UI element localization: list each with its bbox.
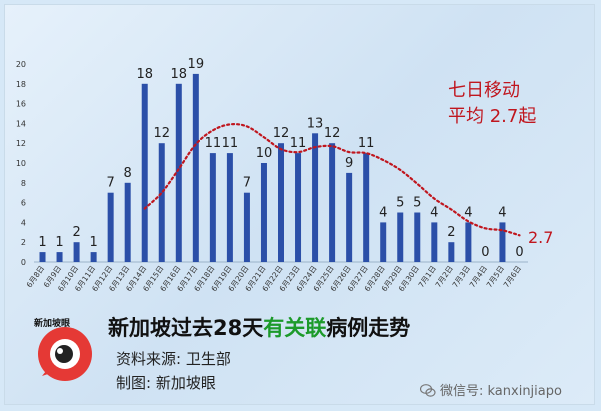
bar-value-label: 12	[324, 126, 341, 141]
bar-value-label: 10	[256, 146, 273, 161]
bar	[226, 153, 233, 262]
logo-text: 新加坡眼	[34, 319, 71, 329]
chart-title: 新加坡过去28天有关联病例走势	[108, 316, 411, 340]
source-note: 资料来源: 卫生部	[116, 350, 231, 368]
wechat-watermark: 微信号: kanxinjiapo	[420, 380, 562, 399]
bar-value-label: 11	[205, 136, 222, 151]
bar	[312, 133, 319, 262]
bar	[295, 153, 302, 262]
bar-value-label: 5	[396, 196, 404, 211]
bar	[260, 163, 267, 262]
y-tick-label: 16	[16, 100, 26, 109]
wechat-icon	[420, 384, 436, 397]
moving-average-line	[143, 123, 521, 237]
bar-value-label: 8	[124, 166, 132, 181]
bar-value-label: 11	[222, 136, 239, 151]
bar-value-label: 4	[379, 205, 387, 220]
bar-value-label: 1	[38, 235, 46, 250]
bar-value-label: 18	[136, 67, 153, 82]
y-tick-label: 2	[21, 238, 26, 247]
y-tick-label: 10	[16, 159, 26, 168]
y-tick-label: 8	[21, 179, 26, 188]
bar	[158, 143, 165, 262]
bar-value-label: 12	[273, 126, 290, 141]
bar-value-label: 7	[107, 176, 115, 191]
bar	[448, 242, 455, 262]
bar	[465, 222, 472, 262]
bar-value-label: 7	[243, 176, 251, 191]
bar-value-label: 11	[358, 136, 375, 151]
bar	[499, 222, 506, 262]
made-by-note: 制图: 新加坡眼	[116, 374, 216, 392]
bar-value-label: 1	[55, 235, 63, 250]
bar	[175, 83, 182, 262]
y-tick-label: 0	[21, 258, 26, 267]
y-tick-label: 18	[16, 80, 26, 89]
bar	[39, 252, 46, 262]
y-tick-label: 14	[16, 119, 26, 128]
bar-value-label: 0	[481, 245, 489, 260]
logo-icon	[38, 327, 92, 381]
bar-value-label: 4	[498, 205, 506, 220]
bar-value-label: 1	[89, 235, 97, 250]
y-tick-label: 6	[21, 199, 26, 208]
bar	[107, 192, 114, 262]
bar	[329, 143, 336, 262]
moving-average-annotation-line1: 七日移动	[448, 80, 520, 101]
bar	[380, 222, 387, 262]
bar	[431, 222, 438, 262]
bar-value-label: 5	[413, 196, 421, 211]
bar-value-label: 4	[430, 205, 438, 220]
bar	[243, 192, 250, 262]
bar-value-label: 18	[171, 67, 188, 82]
bar	[192, 73, 199, 263]
bar-value-label: 2	[72, 225, 80, 240]
bar	[278, 143, 284, 262]
y-tick-label: 12	[16, 139, 26, 148]
bar	[209, 153, 216, 262]
bar	[346, 172, 353, 262]
bar	[73, 242, 80, 262]
bar	[414, 212, 421, 262]
bar	[124, 182, 131, 262]
moving-average-annotation-line2: 平均 2.7起	[448, 106, 537, 127]
y-tick-label: 20	[16, 60, 26, 69]
bar-value-label: 0	[515, 245, 523, 260]
y-tick-label: 4	[21, 218, 26, 227]
bar	[90, 252, 97, 262]
bar-value-label: 9	[345, 156, 353, 171]
bar-value-label: 19	[188, 57, 205, 72]
x-tick-label: 7月6日	[502, 264, 523, 289]
bar-value-label: 2	[447, 225, 455, 240]
bar-value-label: 13	[307, 116, 324, 131]
bar	[397, 212, 404, 262]
bar-value-label: 4	[464, 205, 472, 220]
bar	[363, 153, 370, 262]
bar	[141, 83, 148, 262]
moving-average-final-label: 2.7	[528, 228, 554, 247]
bar-value-label: 11	[290, 136, 307, 151]
bar-value-label: 12	[153, 126, 170, 141]
bar	[56, 252, 63, 262]
